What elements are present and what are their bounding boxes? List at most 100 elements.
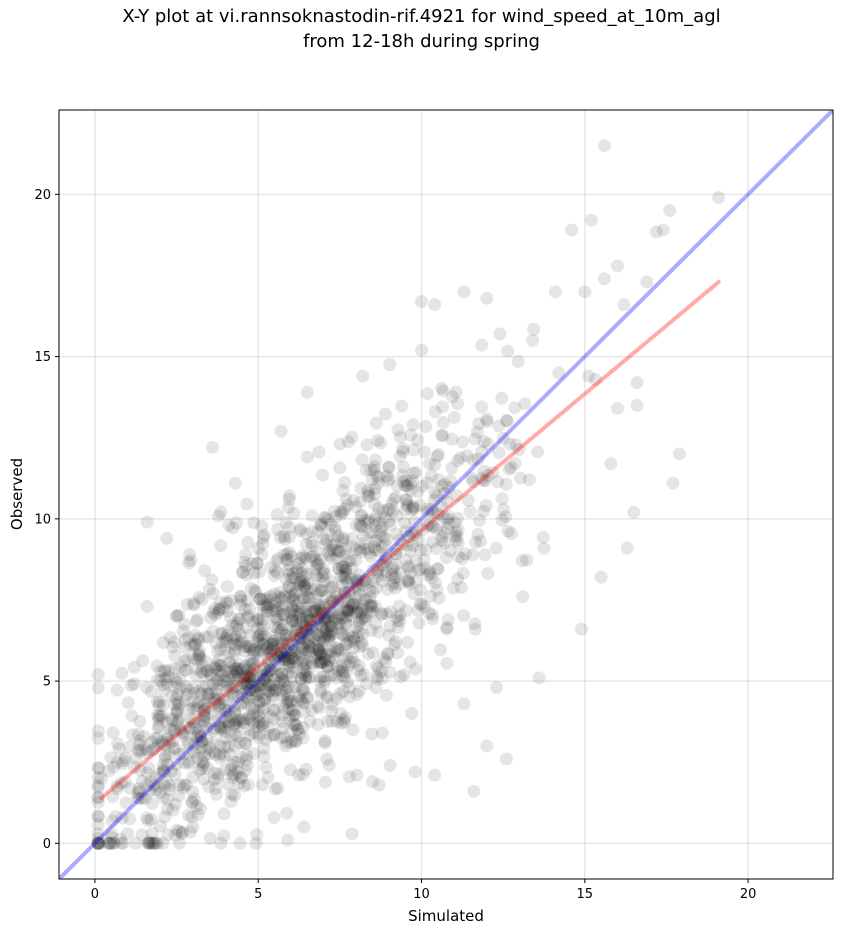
data-point [428, 458, 442, 472]
data-point [101, 836, 115, 850]
data-point [227, 637, 241, 651]
data-point [168, 661, 182, 675]
data-point [335, 627, 349, 641]
data-point [430, 449, 444, 463]
data-point [339, 616, 353, 630]
data-point [365, 526, 379, 540]
data-point [267, 703, 281, 717]
data-point [366, 585, 380, 599]
data-point [255, 717, 269, 731]
data-point [313, 518, 327, 532]
data-point [302, 622, 316, 636]
data-point [231, 689, 245, 703]
data-point [279, 683, 293, 697]
data-point [257, 592, 271, 606]
data-point [537, 541, 551, 555]
data-point [345, 540, 359, 554]
data-point [166, 741, 180, 755]
data-point [168, 635, 182, 649]
data-point [191, 729, 205, 743]
data-point [227, 662, 241, 676]
data-point [207, 724, 221, 738]
data-point [110, 737, 124, 751]
data-point [215, 668, 229, 682]
data-point [314, 656, 328, 670]
data-point [408, 765, 422, 779]
data-point [214, 665, 228, 679]
data-point [300, 385, 314, 399]
data-point [221, 740, 235, 754]
data-point [262, 598, 276, 612]
data-point [478, 474, 492, 488]
data-point [325, 627, 339, 641]
data-point [284, 643, 298, 657]
data-point [274, 731, 288, 745]
data-point [267, 634, 281, 648]
data-point [216, 635, 230, 649]
data-point [475, 400, 489, 414]
data-point [428, 576, 442, 590]
data-point [243, 671, 257, 685]
data-point [339, 493, 353, 507]
data-point [131, 743, 145, 757]
data-point [224, 709, 238, 723]
data-point [357, 574, 371, 588]
data-point [324, 528, 338, 542]
data-point [91, 791, 105, 805]
data-point [306, 549, 320, 563]
data-point [449, 385, 463, 399]
data-point [318, 734, 332, 748]
data-point [361, 513, 375, 527]
data-point [138, 792, 152, 806]
data-point [406, 499, 420, 513]
data-point [314, 683, 328, 697]
data-point [173, 682, 187, 696]
data-point [156, 678, 170, 692]
data-point [354, 605, 368, 619]
data-point [396, 537, 410, 551]
data-point [331, 562, 345, 576]
data-point [196, 680, 210, 694]
data-point [479, 499, 493, 513]
data-point [207, 736, 221, 750]
data-point [355, 612, 369, 626]
data-point [520, 553, 534, 567]
data-point [401, 561, 415, 575]
data-point [301, 590, 315, 604]
data-point [431, 562, 445, 576]
data-point [431, 508, 445, 522]
data-point [92, 761, 106, 775]
data-point [255, 668, 269, 682]
data-point [271, 622, 285, 636]
data-point [251, 687, 265, 701]
data-point [499, 510, 513, 524]
data-point [158, 672, 172, 686]
data-point [94, 771, 108, 785]
data-point [393, 533, 407, 547]
data-point [178, 617, 192, 631]
data-point [327, 668, 341, 682]
data-point [250, 611, 264, 625]
data-point [268, 610, 282, 624]
data-point [277, 730, 291, 744]
data-point [282, 545, 296, 559]
data-point [287, 638, 301, 652]
data-point [184, 825, 198, 839]
data-point [301, 643, 315, 657]
data-point [158, 810, 172, 824]
data-point [265, 648, 279, 662]
data-point [239, 559, 253, 573]
data-point [255, 622, 269, 636]
data-point [286, 567, 300, 581]
data-point [193, 652, 207, 666]
data-point [457, 609, 471, 623]
data-point [402, 559, 416, 573]
data-point [144, 685, 158, 699]
data-point [399, 553, 413, 567]
data-point [343, 690, 357, 704]
data-point [156, 791, 170, 805]
data-point [233, 836, 247, 850]
data-point [188, 628, 202, 642]
data-point [316, 468, 330, 482]
data-point [281, 501, 295, 515]
